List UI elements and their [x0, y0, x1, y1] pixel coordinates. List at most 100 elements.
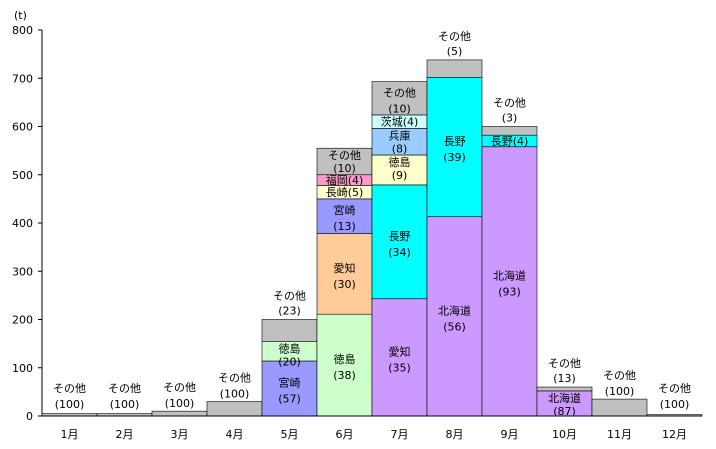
segment-name: 長野	[389, 230, 411, 243]
segment-name: その他	[163, 381, 196, 394]
segment-label: 福岡(4)	[326, 173, 364, 187]
segment-share: (10)	[388, 102, 411, 115]
segment-name: 愛知	[389, 344, 411, 358]
x-tick-label: 11月	[607, 428, 632, 441]
y-tick-label: 800	[12, 24, 33, 37]
segment-name: その他	[53, 382, 86, 395]
bar-segment	[536, 386, 593, 392]
segment-share: (20)	[278, 356, 301, 369]
segment-share: (57)	[278, 392, 301, 405]
bar-segment	[591, 398, 648, 417]
x-tick-label: 2月	[116, 428, 134, 441]
segment-label: 長崎(5)	[326, 185, 364, 199]
segment-share: (93)	[498, 285, 521, 298]
segment-share: (38)	[333, 369, 356, 382]
segment-share: (87)	[553, 405, 576, 418]
segment-labels: その他 (100) その他 (100) その他 (100) その他 (100) 宮崎 (57) 徳島…	[53, 30, 691, 418]
segment-name: 愛知	[334, 261, 356, 275]
bar-segment	[536, 390, 593, 417]
segment-share: (4)	[403, 116, 419, 129]
segment-share: (100)	[55, 398, 85, 411]
segment-name: 徳島	[279, 342, 301, 356]
segment-name: 宮崎	[279, 375, 301, 389]
segment-name: その他	[108, 382, 141, 395]
segment-name: 北海道	[438, 303, 471, 317]
bars	[41, 59, 703, 417]
segment-share: (30)	[333, 278, 356, 291]
segment-share: (13)	[553, 372, 576, 385]
bar-segment	[206, 401, 263, 417]
segment-share: (4)	[513, 135, 529, 148]
x-tick-label: 9月	[501, 428, 519, 441]
segment-share: (100)	[165, 397, 195, 410]
y-tick-label: 700	[12, 72, 33, 85]
bar-segment	[481, 146, 538, 417]
segment-name: その他	[383, 86, 416, 99]
segment-name: その他	[658, 382, 691, 395]
y-tick-label: 0	[26, 410, 33, 423]
segment-share: (100)	[110, 398, 140, 411]
segment-share: (5)	[348, 186, 364, 199]
segment-share: (4)	[348, 174, 364, 187]
y-tick-label: 500	[12, 169, 33, 182]
segment-name: 宮崎	[334, 203, 356, 217]
y-tick-label: 100	[12, 362, 33, 375]
x-tick-label: 12月	[662, 428, 687, 441]
bar-segment	[316, 147, 373, 176]
segment-share: (100)	[660, 398, 690, 411]
bar-segment	[426, 59, 483, 78]
segment-share: (56)	[443, 320, 466, 333]
segment-name: 長野	[444, 135, 466, 148]
x-tick-label: 3月	[171, 428, 189, 441]
y-tick-label: 600	[12, 121, 33, 134]
segment-name: 徳島	[389, 155, 411, 169]
x-tick-label: 1月	[61, 428, 79, 441]
segment-share: (100)	[605, 385, 635, 398]
x-tick-label: 6月	[336, 428, 354, 441]
y-tick-label: 200	[12, 314, 33, 327]
x-tick-label: 8月	[446, 428, 464, 441]
segment-share: (100)	[220, 388, 250, 401]
y-tick-labels: 0 100 200 300 400 500 600 700 800	[12, 24, 42, 423]
segment-share: (39)	[443, 151, 466, 164]
bar-segment	[481, 126, 538, 136]
segment-share: (5)	[447, 45, 463, 58]
segment-label: 長野(4)	[491, 135, 529, 148]
segment-share: (10)	[333, 162, 356, 175]
y-axis-unit: (t)	[14, 9, 27, 22]
bar-segment	[426, 216, 483, 417]
x-tick-label: 10月	[552, 428, 577, 441]
segment-name: 長崎	[326, 185, 348, 199]
segment-share: (8)	[392, 142, 408, 155]
bar-segment	[371, 128, 428, 156]
segment-name: 長野	[491, 135, 513, 148]
x-tick-label: 4月	[226, 428, 244, 441]
segment-name: 福岡	[326, 173, 348, 187]
segment-share: (13)	[333, 220, 356, 233]
bar-segment	[371, 154, 428, 186]
segment-share: (3)	[502, 112, 518, 125]
segment-name: その他	[328, 149, 361, 162]
y-axis: (t)	[14, 9, 43, 416]
segment-name: その他	[273, 290, 306, 303]
bar-segment	[426, 76, 483, 218]
bar-segment	[261, 319, 318, 342]
segment-name: その他	[438, 30, 471, 43]
bar-segment	[151, 410, 208, 417]
x-tick-label: 5月	[281, 428, 299, 441]
segment-name: その他	[603, 369, 636, 382]
segment-name: その他	[493, 97, 526, 110]
x-tick-labels: 1月 2月 3月 4月 5月 6月 7月 8月 9月 10月 11月 12月	[61, 428, 688, 441]
segment-share: (35)	[388, 361, 411, 374]
segment-share: (34)	[388, 246, 411, 259]
bar-segment	[371, 81, 428, 116]
segment-name: 北海道	[548, 391, 581, 405]
bar-segment	[316, 198, 373, 234]
x-tick-label: 7月	[391, 428, 409, 441]
segment-name: その他	[548, 357, 581, 370]
segment-name: 茨城	[381, 115, 403, 129]
segment-name: 兵庫	[389, 128, 411, 142]
segment-label: 茨城(4)	[381, 115, 419, 129]
y-tick-label: 400	[12, 217, 33, 230]
